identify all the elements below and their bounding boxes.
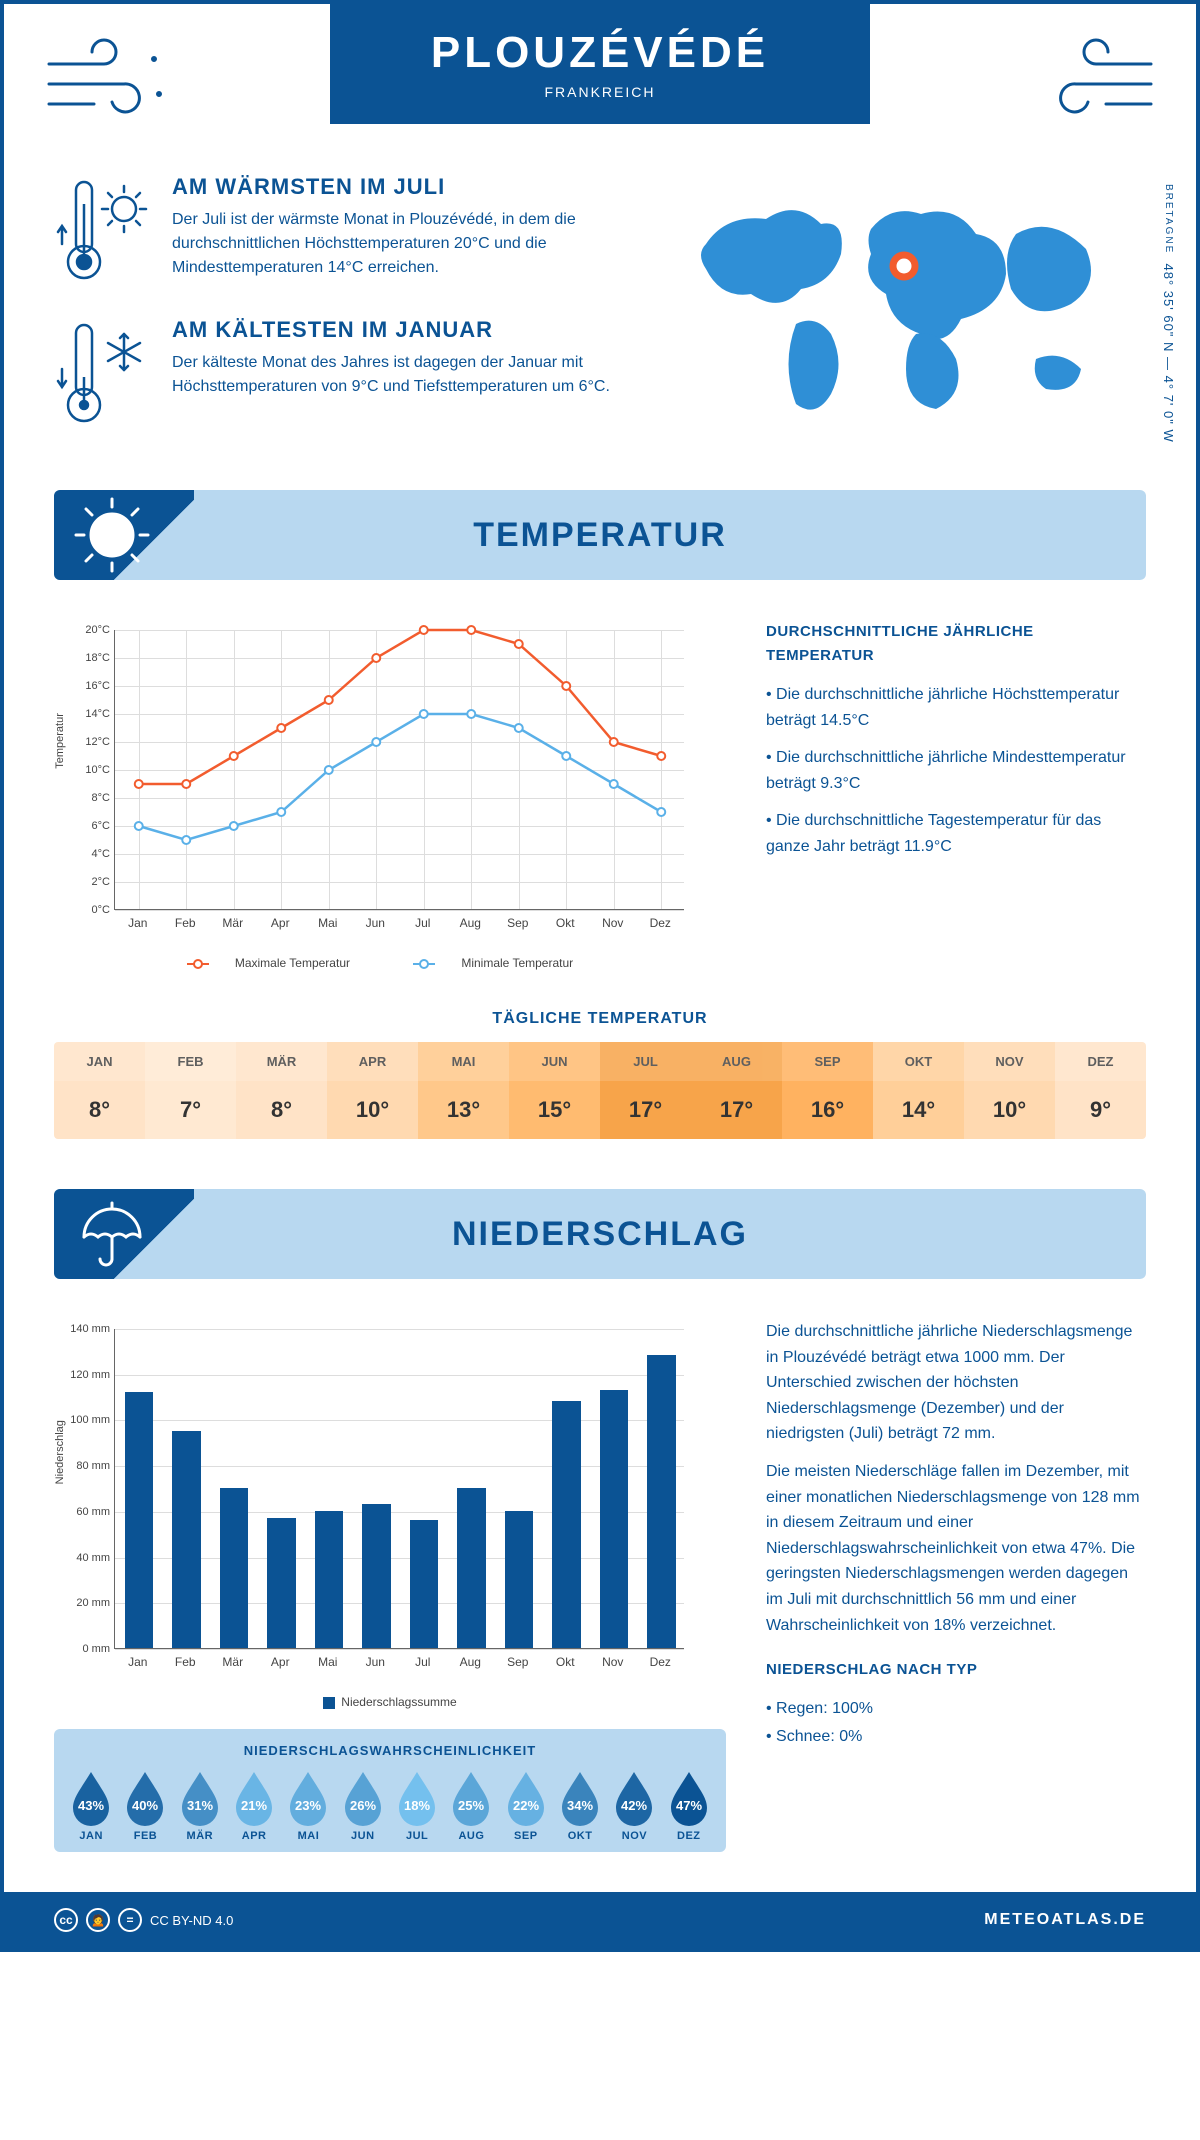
fact-title: AM KÄLTESTEN IM JANUAR [172,317,656,343]
nd-icon: = [118,1908,142,1932]
chart-legend: Maximale Temperatur Minimale Temperatur [54,956,726,970]
umbrella-icon [54,1189,194,1279]
wind-icon [44,34,174,129]
cc-icon: cc [54,1908,78,1932]
warmest-fact: AM WÄRMSTEN IM JULI Der Juli ist der wär… [54,174,656,289]
thermometer-snow-icon [54,317,154,432]
country-name: FRANKREICH [330,84,870,100]
fact-text: Der kälteste Monat des Jahres ist dagege… [172,351,656,399]
svg-text:18%: 18% [404,1798,430,1813]
svg-text:40%: 40% [132,1798,158,1813]
coordinates: BRETAGNE 48° 35' 60" N — 4° 7' 0" W [1161,184,1176,443]
precipitation-bar-chart: Niederschlag 0 mm20 mm40 mm60 mm80 mm100… [54,1319,694,1689]
license: cc 🙍 = CC BY-ND 4.0 [54,1908,233,1932]
svg-text:26%: 26% [350,1798,376,1813]
svg-text:31%: 31% [187,1798,213,1813]
header: PLOUZÉVÉDÉ FRANKREICH [4,4,1196,164]
svg-text:42%: 42% [621,1798,647,1813]
svg-text:21%: 21% [241,1798,267,1813]
coldest-fact: AM KÄLTESTEN IM JANUAR Der kälteste Mona… [54,317,656,432]
temperature-line-chart: Temperatur 0°C2°C4°C6°C8°C10°C12°C14°C16… [54,620,694,950]
fact-text: Der Juli ist der wärmste Monat in Plouzé… [172,208,656,280]
temperature-summary: DURCHSCHNITTLICHE JÄHRLICHE TEMPERATUR •… [766,620,1146,970]
daily-temp-table: JANFEBMÄRAPRMAIJUNJULAUGSEPOKTNOVDEZ8°7°… [54,1042,1146,1139]
precipitation-header: NIEDERSCHLAG [54,1189,1146,1279]
sun-icon [54,490,194,580]
section-title: NIEDERSCHLAG [452,1215,748,1254]
temperature-header: TEMPERATUR [54,490,1146,580]
svg-text:47%: 47% [676,1798,702,1813]
daily-temp-title: TÄGLICHE TEMPERATUR [54,1010,1146,1028]
section-title: TEMPERATUR [473,516,727,555]
svg-text:34%: 34% [567,1798,593,1813]
chart-legend: Niederschlagssumme [54,1695,726,1709]
svg-text:23%: 23% [295,1798,321,1813]
svg-text:43%: 43% [78,1798,104,1813]
footer: cc 🙍 = CC BY-ND 4.0 METEOATLAS.DE [4,1892,1196,1948]
title-banner: PLOUZÉVÉDÉ FRANKREICH [330,4,870,124]
thermometer-sun-icon [54,174,154,289]
fact-title: AM WÄRMSTEN IM JULI [172,174,656,200]
world-map: BRETAGNE 48° 35' 60" N — 4° 7' 0" W [686,174,1146,460]
precipitation-probability: NIEDERSCHLAGSWAHRSCHEINLICHKEIT 43%JAN40… [54,1729,726,1852]
by-icon: 🙍 [86,1908,110,1932]
city-name: PLOUZÉVÉDÉ [330,28,870,78]
wind-icon [1026,34,1156,129]
precipitation-summary: Die durchschnittliche jährliche Niedersc… [766,1319,1146,1852]
svg-text:22%: 22% [513,1798,539,1813]
brand: METEOATLAS.DE [984,1911,1146,1929]
svg-text:25%: 25% [458,1798,484,1813]
